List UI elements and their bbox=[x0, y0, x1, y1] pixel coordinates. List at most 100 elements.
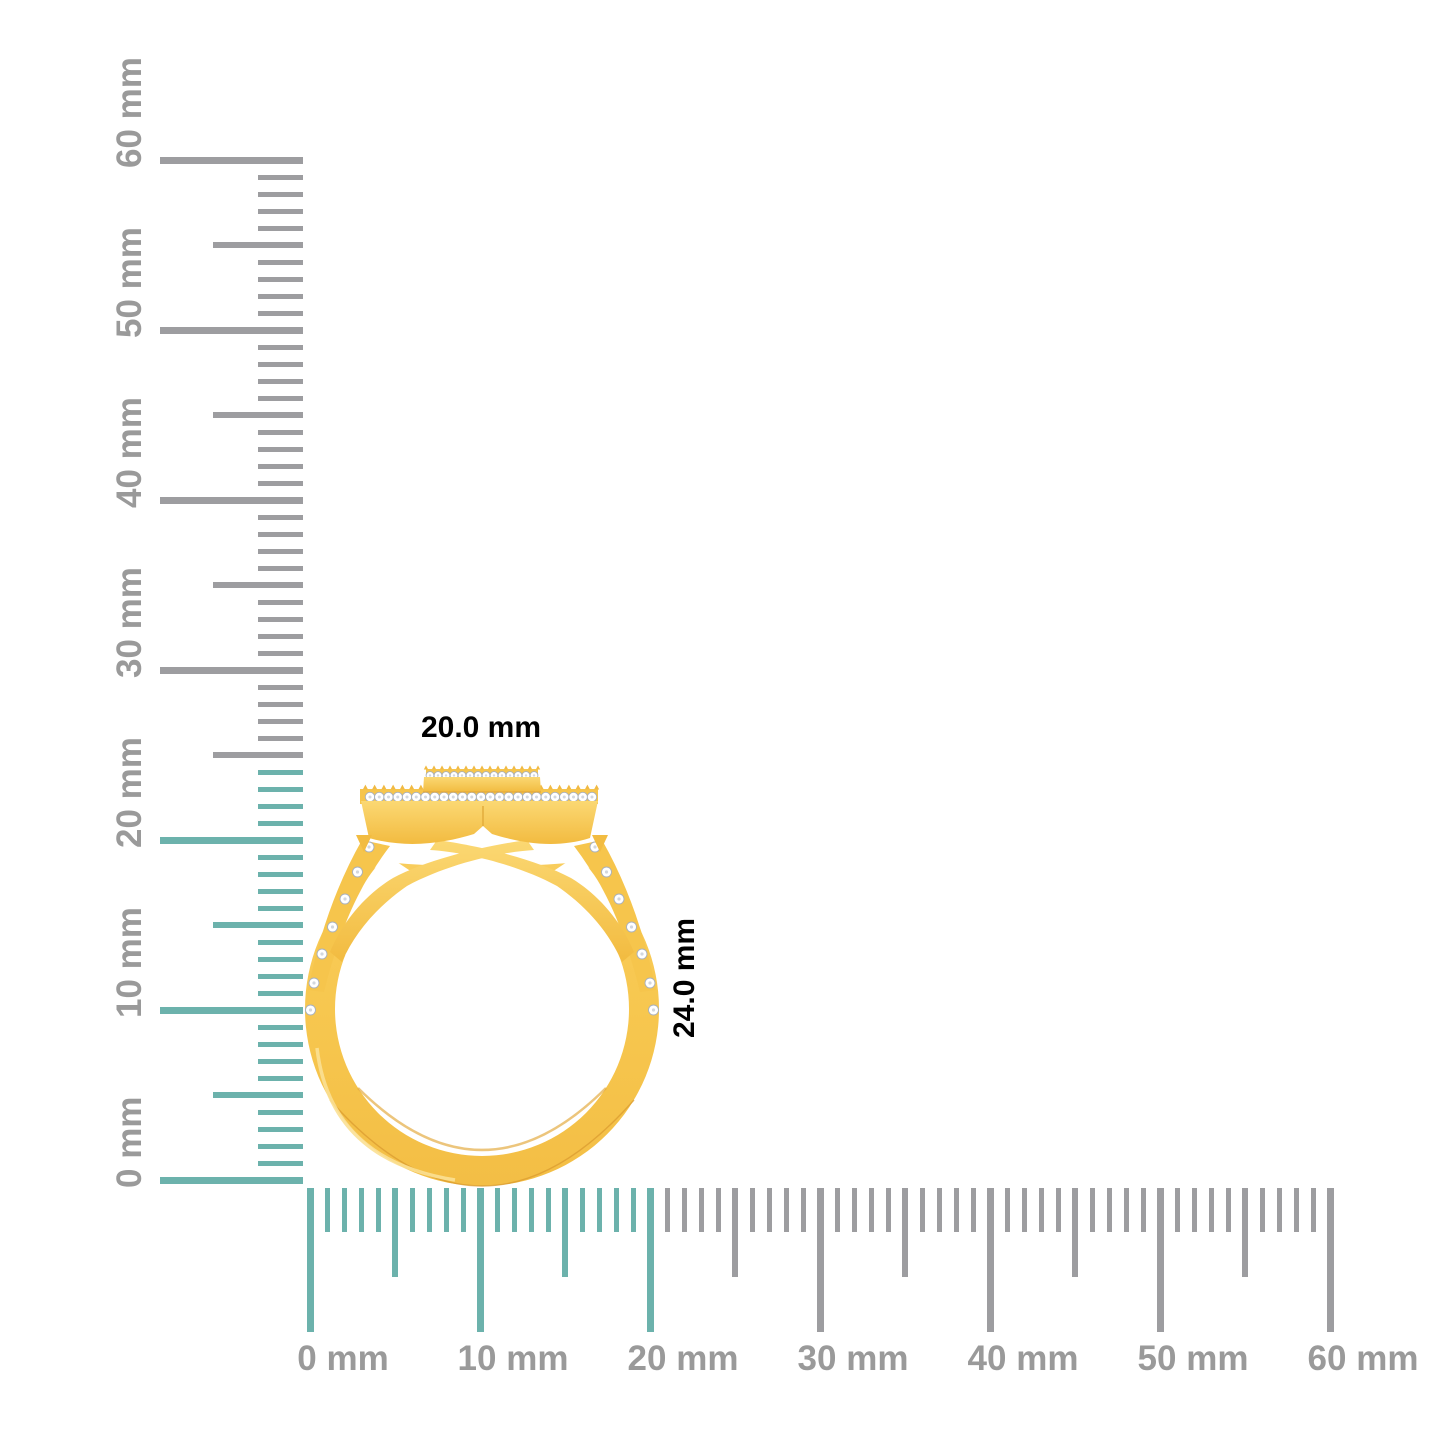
v-ruler-tick bbox=[258, 820, 303, 826]
h-ruler-tick bbox=[562, 1188, 568, 1277]
diamond-facet bbox=[355, 870, 360, 874]
v-ruler-tick bbox=[160, 1006, 303, 1014]
v-ruler-tick bbox=[258, 956, 303, 962]
pave-diamonds-right bbox=[589, 841, 659, 1016]
v-ruler-label: 30 mm bbox=[110, 567, 149, 678]
h-ruler-tick bbox=[375, 1188, 381, 1232]
diamond-facet bbox=[500, 774, 504, 777]
h-ruler-tick bbox=[1089, 1188, 1095, 1232]
h-ruler-tick bbox=[1072, 1188, 1078, 1277]
diamond-facet bbox=[461, 795, 464, 799]
h-ruler-tick bbox=[646, 1188, 654, 1332]
v-ruler-tick bbox=[258, 480, 303, 486]
h-ruler-tick bbox=[1106, 1188, 1112, 1232]
diamond-facet bbox=[488, 795, 492, 799]
h-ruler-tick bbox=[698, 1188, 704, 1232]
v-ruler-tick bbox=[160, 1176, 303, 1184]
h-ruler-tick bbox=[511, 1188, 517, 1232]
h-ruler-tick bbox=[936, 1188, 942, 1232]
h-ruler-tick bbox=[749, 1188, 755, 1232]
v-ruler-tick bbox=[213, 752, 303, 758]
v-ruler-label: 50 mm bbox=[110, 227, 149, 338]
diamond-facet bbox=[479, 795, 483, 799]
h-ruler-tick bbox=[1174, 1188, 1180, 1232]
h-ruler-tick bbox=[970, 1188, 976, 1232]
diamond-facet bbox=[476, 774, 480, 777]
h-ruler-tick bbox=[1242, 1188, 1248, 1277]
diamond-facet bbox=[343, 897, 347, 901]
v-ruler-tick bbox=[160, 326, 303, 334]
v-ruler-tick bbox=[258, 310, 303, 316]
h-ruler-tick bbox=[324, 1188, 330, 1232]
diamond-facet bbox=[468, 774, 472, 777]
v-ruler-tick bbox=[258, 463, 303, 469]
v-ruler-tick bbox=[258, 633, 303, 639]
h-ruler-tick bbox=[392, 1188, 398, 1277]
diamond-facet bbox=[484, 774, 488, 777]
v-ruler-tick bbox=[258, 769, 303, 775]
v-ruler-tick bbox=[258, 565, 303, 571]
v-ruler-label: 40 mm bbox=[110, 397, 149, 508]
diamond-facet bbox=[436, 774, 440, 777]
ring-band-highlight bbox=[315, 1047, 456, 1182]
h-ruler-tick bbox=[800, 1188, 806, 1232]
h-ruler-tick bbox=[834, 1188, 840, 1232]
v-ruler-tick bbox=[258, 871, 303, 877]
v-ruler-tick bbox=[258, 429, 303, 435]
h-ruler-label: 60 mm bbox=[1307, 1339, 1419, 1378]
h-ruler-tick bbox=[1055, 1188, 1061, 1232]
diamond-facet bbox=[368, 795, 372, 799]
diamond-facet bbox=[414, 795, 418, 799]
prong-row bbox=[423, 765, 541, 770]
diamond-facet bbox=[507, 795, 511, 799]
v-ruler-tick bbox=[213, 582, 303, 588]
ring-band-inner-shadow bbox=[357, 1087, 607, 1152]
diamond-facet bbox=[640, 952, 644, 956]
v-ruler-tick bbox=[258, 1024, 303, 1030]
v-ruler-tick bbox=[258, 276, 303, 282]
h-ruler-label: 40 mm bbox=[967, 1339, 1079, 1378]
head-corner-prong-left bbox=[356, 835, 372, 852]
h-ruler-tick bbox=[1225, 1188, 1231, 1232]
h-ruler-label: 30 mm bbox=[797, 1339, 909, 1378]
diamond-facet bbox=[428, 774, 432, 777]
v-ruler-tick bbox=[258, 1075, 303, 1081]
v-ruler-tick bbox=[258, 225, 303, 231]
v-ruler-tick bbox=[258, 208, 303, 214]
diamond-facet bbox=[516, 795, 520, 799]
h-ruler-tick bbox=[851, 1188, 857, 1232]
v-ruler-tick bbox=[213, 922, 303, 928]
v-ruler-tick bbox=[160, 156, 303, 164]
h-ruler-tick bbox=[630, 1188, 636, 1232]
v-ruler-tick bbox=[258, 599, 303, 605]
h-ruler-tick bbox=[1038, 1188, 1044, 1232]
top-disc-prongs bbox=[423, 765, 541, 770]
h-ruler-tick bbox=[1140, 1188, 1146, 1232]
diamond-facet bbox=[396, 795, 400, 799]
v-ruler-tick bbox=[258, 531, 303, 537]
ring-band-outer-outline bbox=[329, 1099, 635, 1187]
ring-image bbox=[305, 765, 659, 1187]
v-ruler-tick bbox=[258, 1126, 303, 1132]
v-ruler-tick bbox=[258, 361, 303, 367]
diamond-facet bbox=[433, 795, 437, 799]
v-ruler-tick bbox=[258, 990, 303, 996]
h-ruler-tick bbox=[1004, 1188, 1010, 1232]
v-ruler-tick bbox=[258, 395, 303, 401]
v-ruler-tick bbox=[258, 786, 303, 792]
v-ruler-tick bbox=[258, 446, 303, 452]
v-ruler-tick bbox=[258, 973, 303, 979]
h-ruler-tick bbox=[1021, 1188, 1027, 1232]
v-ruler-label: 10 mm bbox=[110, 907, 149, 1018]
v-ruler-tick bbox=[258, 1041, 303, 1047]
v-ruler-tick bbox=[258, 888, 303, 894]
v-ruler-tick bbox=[258, 514, 303, 520]
diamond-facet bbox=[581, 795, 585, 799]
v-ruler-tick bbox=[258, 684, 303, 690]
h-ruler-tick bbox=[596, 1188, 602, 1232]
h-ruler-tick bbox=[986, 1188, 994, 1332]
diamond-facet bbox=[424, 795, 427, 799]
h-ruler-tick bbox=[902, 1188, 908, 1277]
diamond-facet bbox=[498, 795, 501, 799]
